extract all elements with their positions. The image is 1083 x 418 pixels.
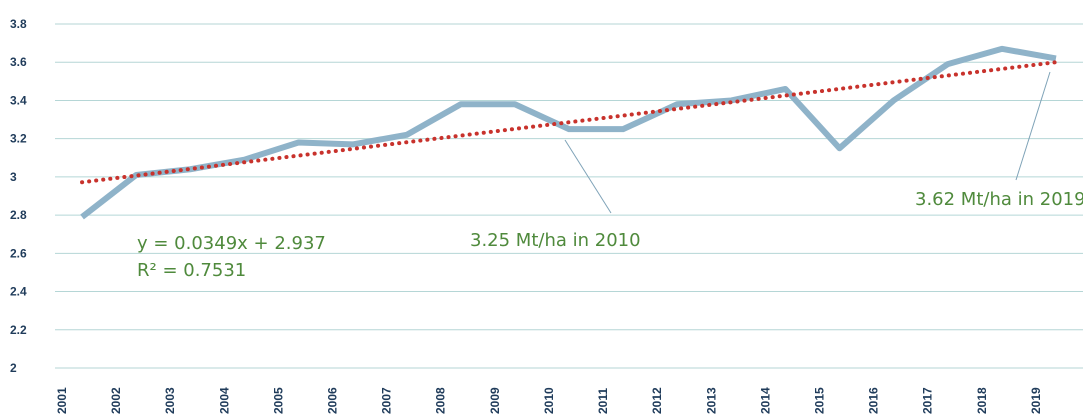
y-tick-label: 2.8 [10, 208, 27, 222]
y-tick-label: 3.8 [10, 17, 27, 31]
annotation: 3.25 Mt/ha in 2010 [470, 230, 641, 251]
y-tick-label: 2 [10, 361, 17, 375]
trend-r2: R² = 0.7531 [137, 260, 246, 281]
y-tick-label: 3.4 [10, 93, 27, 107]
x-tick-label: 2013 [704, 387, 718, 414]
x-tick-label: 2011 [596, 388, 610, 414]
x-tick-label: 2005 [271, 387, 285, 414]
x-tick-label: 2016 [867, 387, 881, 414]
x-tick-label: 2006 [326, 387, 340, 414]
x-tick-label: 2012 [650, 387, 664, 414]
y-tick-label: 2.4 [10, 285, 27, 299]
y-tick-label: 2.6 [10, 246, 27, 260]
y-tick-label: 2.2 [10, 323, 27, 337]
grid [55, 23, 1083, 369]
y-tick-label: 3.6 [10, 55, 27, 69]
x-tick-label: 2007 [380, 387, 394, 414]
x-tick-label: 2008 [434, 387, 448, 414]
data-line [80, 45, 1057, 220]
x-tick-label: 2017 [921, 387, 935, 414]
y-tick-label: 3.2 [10, 132, 27, 146]
x-tick-label: 2009 [488, 387, 502, 414]
y-tick-label: 3 [10, 170, 17, 184]
x-tick-label: 2003 [163, 387, 177, 414]
x-tick-label: 2015 [812, 387, 826, 414]
x-tick-label: 2001 [55, 387, 69, 414]
x-tick-label: 2014 [758, 387, 772, 414]
leader-line [1015, 71, 1051, 181]
x-tick-label: 2018 [975, 387, 989, 414]
x-tick-label: 2004 [217, 387, 231, 414]
x-tick-label: 2002 [109, 387, 123, 414]
trend-line [80, 60, 1058, 185]
leader-line [564, 139, 612, 214]
trend-equation: y = 0.0349x + 2.937 [137, 233, 326, 254]
x-tick-label: 2010 [542, 387, 556, 414]
x-tick-label: 2019 [1029, 387, 1043, 414]
annotation: 3.62 Mt/ha in 2019 [915, 189, 1083, 210]
